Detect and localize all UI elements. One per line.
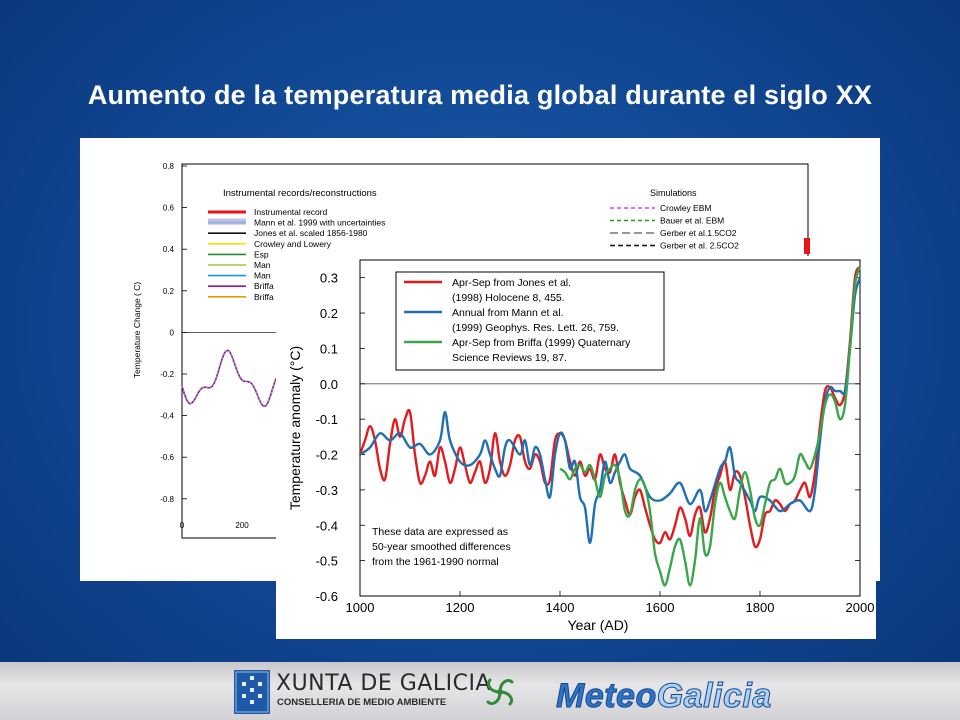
front-x-tick-label: 1000 xyxy=(346,600,375,615)
temperature-anomaly-chart: 0.3 0.2 0.1 0.0 -0.1 -0.2 -0.3 -0.4 -0.5 -0.6 1000… xyxy=(287,259,875,633)
back-sim-label: Gerber et al.1.5CO2 xyxy=(660,228,737,238)
front-x-axis-label: Year (AD) xyxy=(568,617,629,633)
front-legend-label: Science Reviews 19, 87. xyxy=(452,352,567,364)
front-y-tick-label: 0.0 xyxy=(320,377,338,392)
back-y-tick-label: -0.6 xyxy=(160,453,174,462)
back-legend-label: Jones et al. scaled 1856-1980 xyxy=(254,228,368,238)
front-legend-label: Apr-Sep from Jones et al. xyxy=(452,277,571,289)
back-sim-label: Crowley EBM xyxy=(660,203,711,213)
series-line-3 xyxy=(559,266,862,587)
back-legend-label: Briffa xyxy=(254,292,274,302)
back-legend-label: Man xyxy=(254,260,271,270)
back-y-tick-label: -0.2 xyxy=(160,370,174,379)
back-sim-title: Simulations xyxy=(650,188,697,198)
footer-bar xyxy=(0,662,960,720)
front-y-tick-label: -0.6 xyxy=(316,589,338,604)
back-series-line-overlay xyxy=(181,349,277,407)
back-legend-label: Instrumental record xyxy=(254,207,327,217)
back-series-line xyxy=(181,349,277,408)
back-y-tick-label: 0 xyxy=(170,328,175,337)
front-note-text: 50-year smoothed differences xyxy=(372,541,511,553)
back-x-tick-label: 200 xyxy=(235,521,249,530)
front-chart-panel: 0.3 0.2 0.1 0.0 -0.1 -0.2 -0.3 -0.4 -0.5 -0.6 1000… xyxy=(276,256,876,639)
front-y-tick-label: 0.3 xyxy=(320,271,338,286)
back-y-tick-label: 0.8 xyxy=(163,162,175,171)
front-note-text: from the 1961-1990 normal xyxy=(372,556,499,568)
front-y-tick-label: -0.2 xyxy=(316,448,338,463)
front-y-tick-label: -0.5 xyxy=(316,554,338,569)
front-y-tick-label: 0.1 xyxy=(320,341,338,356)
front-legend-label: (1999) Geophys. Res. Lett. 26, 759. xyxy=(452,322,619,334)
back-legend-label: Briffa xyxy=(254,281,274,291)
front-x-tick-label: 1200 xyxy=(446,600,475,615)
xunta-shield-logo xyxy=(234,670,270,714)
front-x-tick-label: 1400 xyxy=(546,600,575,615)
back-y-tick-label: 0.6 xyxy=(163,204,175,213)
front-legend-label: Annual from Mann et al. xyxy=(452,307,563,319)
back-x-tick-label: 0 xyxy=(180,521,185,530)
front-y-tick-label: -0.4 xyxy=(316,518,338,533)
org-name: XUNTA DE GALICIA xyxy=(276,671,491,696)
front-x-tick-label: 1600 xyxy=(646,600,675,615)
back-y-axis-label: Temperature Change ( C) xyxy=(132,282,142,379)
back-legend-label: Crowley and Lowery xyxy=(254,239,332,249)
back-legend-label: Esp xyxy=(254,249,269,259)
back-y-tick-label: 0.4 xyxy=(163,245,175,254)
back-legend-band xyxy=(208,218,246,225)
back-sim-label: Bauer et al. EBM xyxy=(660,216,724,226)
brand-meteo: Meteo xyxy=(556,677,657,716)
back-y-tick-label: -0.8 xyxy=(160,495,174,504)
back-legend-title: Instrumental records/reconstructions xyxy=(223,188,377,199)
front-y-axis-label: Temperature anomaly (°C) xyxy=(287,346,303,510)
front-legend-box xyxy=(395,271,665,371)
front-y-tick-label: -0.3 xyxy=(316,483,338,498)
back-legend-label: Man xyxy=(254,271,271,281)
back-legend-label: Mann et al. 1999 with uncertainties xyxy=(254,218,385,228)
brand-galicia: Galicia xyxy=(656,677,772,716)
back-y-tick-label: 0.2 xyxy=(163,287,175,296)
front-y-tick-label: 0.2 xyxy=(320,306,338,321)
meteogalicia-swirl-icon xyxy=(480,672,520,712)
back-red-marker xyxy=(804,238,810,254)
slide-title: Aumento de la temperatura media global d… xyxy=(87,80,873,110)
back-y-tick-label: -0.4 xyxy=(160,412,174,421)
front-note-text: These data are expressed as xyxy=(372,526,508,538)
front-legend-label: Apr-Sep from Briffa (1999) Quaternary xyxy=(452,337,631,349)
front-y-tick-label: -0.1 xyxy=(316,412,338,427)
meteogalicia-logo: MeteoGalicia xyxy=(556,677,772,716)
org-subtitle: CONSELLERIA DE MEDIO AMBIENTE xyxy=(277,697,447,708)
front-x-tick-label: 2000 xyxy=(846,600,875,615)
series-line-1 xyxy=(358,266,862,549)
front-x-tick-label: 1800 xyxy=(746,600,775,615)
back-sim-label: Gerber et al. 2.5CO2 xyxy=(660,241,739,251)
back-chart: 0.8 0.6 0.4 0.2 0 -0.2 -0.4 -0.6 -0.8 0 200 Tempera… xyxy=(132,162,810,539)
front-legend-label: (1998) Holocene 8, 455. xyxy=(452,292,565,304)
series-line-2 xyxy=(359,277,862,545)
